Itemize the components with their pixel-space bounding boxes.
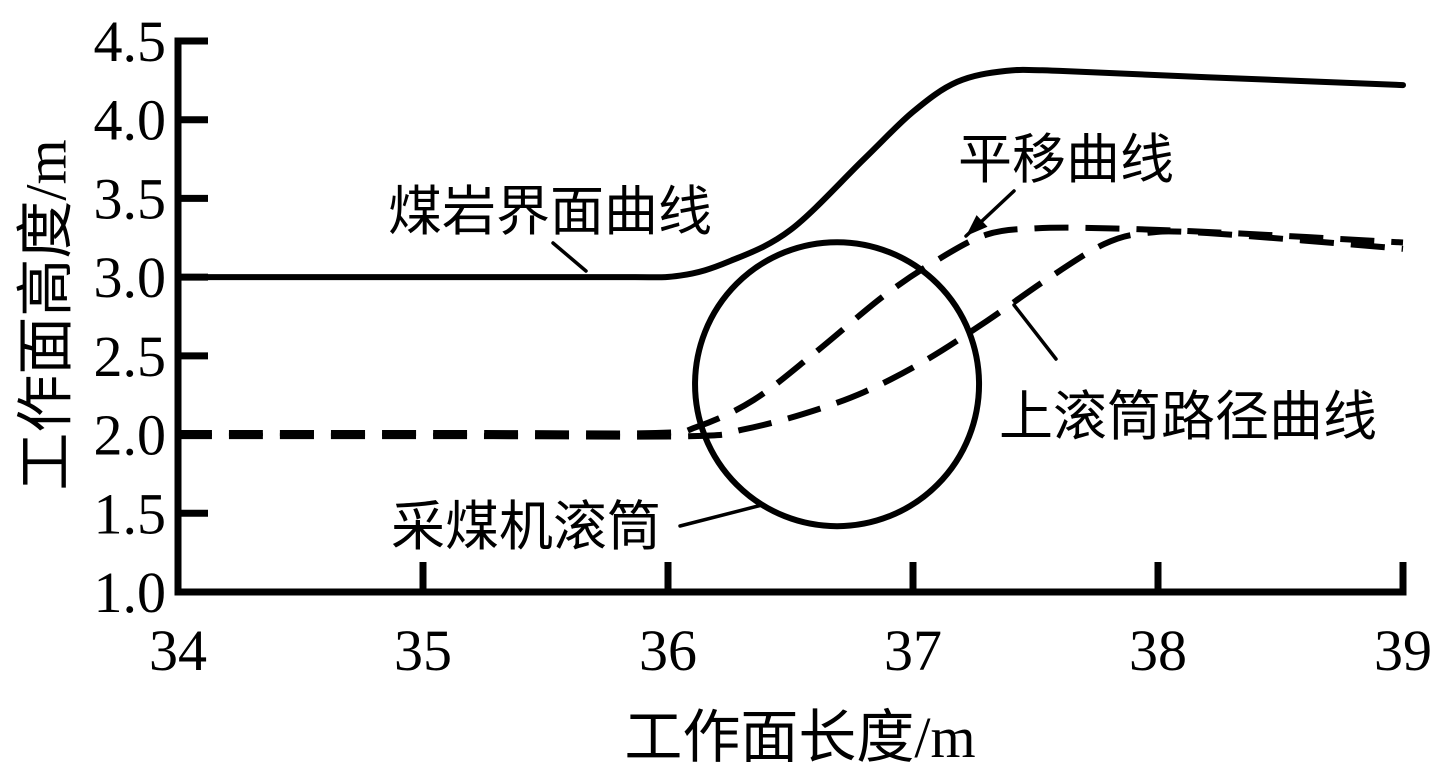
coal-rock-leader-line — [551, 241, 588, 273]
drum-path-leader-line — [1012, 303, 1058, 361]
x-tick-label: 39 — [1374, 618, 1431, 683]
x-tick-label: 36 — [639, 618, 697, 683]
y-tick-label: 2.5 — [94, 324, 167, 389]
shearer-drum-leader-line — [678, 503, 764, 528]
x-tick-label: 35 — [394, 618, 452, 683]
shearer-drum-circle — [692, 239, 983, 530]
drum-path-curve-label: 上滚筒路径曲线 — [999, 387, 1377, 447]
coal-rock-curve-label: 煤岩界面曲线 — [388, 182, 712, 242]
annotation-leader-lines — [551, 189, 1058, 528]
upper-drum-path-curve — [178, 228, 1404, 440]
y-tick-label: 4.0 — [94, 88, 167, 153]
x-axis-title: 工作面长度/m — [624, 705, 975, 769]
y-tick-label: 3.0 — [94, 245, 167, 310]
axis-lines — [174, 37, 1407, 596]
x-tick-label: 34 — [149, 618, 207, 683]
x-tick-label: 38 — [1129, 618, 1187, 683]
shearer-drum-label: 采煤机滚筒 — [391, 497, 661, 557]
x-tick-label: 37 — [884, 618, 942, 683]
y-tick-label: 2.0 — [94, 403, 167, 468]
y-axis-title: 工作面高度/m — [14, 139, 79, 490]
translation-curve — [178, 224, 1404, 437]
y-tick-label: 1.0 — [94, 560, 167, 625]
y-tick-label: 4.5 — [94, 9, 167, 74]
y-tick-label: 1.5 — [94, 481, 167, 546]
axis-ticks — [174, 37, 1407, 596]
arrow-head-icon — [966, 215, 988, 236]
axis-tick-labels: 34 35 36 37 38 39 1.0 1.5 2.0 2.5 3.0 3.5 4.0 4.5 — [94, 9, 1431, 683]
coal-rock-interface-curve — [175, 66, 1406, 281]
y-tick-label: 3.5 — [94, 166, 167, 231]
translation-curve-label: 平移曲线 — [958, 130, 1174, 190]
